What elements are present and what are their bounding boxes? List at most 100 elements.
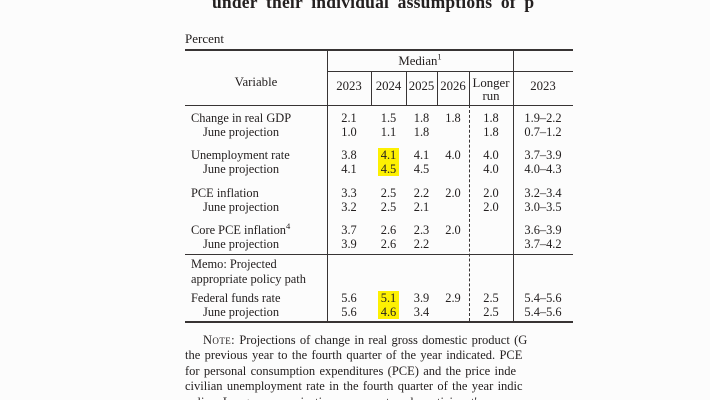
- table-row: June projection 4.1 4.5 4.5 4.0 4.0–4.3: [185, 162, 573, 176]
- cell-value: 1.8: [413, 111, 430, 125]
- cell-value: 2.6: [380, 223, 397, 237]
- note-line-1: Note: Projections of change in real gros…: [203, 333, 528, 347]
- table-rule-header-2023-2024: [371, 72, 372, 105]
- cell-value: 1.0: [341, 125, 357, 139]
- row-label: June projection: [203, 305, 280, 319]
- table-rule-header-2024-2025: [406, 72, 407, 105]
- cell-value: 2.2: [413, 186, 430, 200]
- cell-range: 3.7–4.2: [524, 237, 562, 251]
- table-rule-longer-run-dashed: [469, 105, 470, 321]
- cell-value: [469, 223, 513, 237]
- table-rule-variable-divider: [327, 51, 328, 321]
- memo-section: Memo: Projected appropriate policy path: [185, 254, 573, 287]
- cell-value: [437, 125, 469, 139]
- cell-value: 2.5: [380, 200, 397, 214]
- unit-label: Percent: [185, 31, 224, 46]
- cell-value-highlighted: 4.1: [371, 148, 406, 162]
- table-row: Change in real GDP 2.1 1.5 1.8 1.8 1.8 1…: [185, 111, 573, 125]
- table-row: June projection 3.2 2.5 2.1 2.0 3.0–3.5: [185, 200, 573, 214]
- cell-value: 2.5: [483, 305, 499, 319]
- row-label: Core PCE inflation4: [191, 220, 291, 237]
- cell-range: 0.7–1.2: [524, 125, 562, 139]
- cell-range: 3.6–3.9: [524, 223, 562, 237]
- table-rule-header-2026-longerrun: [469, 72, 470, 105]
- cell-value: 4.0: [483, 148, 499, 162]
- memo-line-2: appropriate policy path: [191, 272, 306, 286]
- row-label: PCE inflation: [191, 186, 259, 200]
- cell-value: 5.6: [341, 291, 357, 305]
- cell-value: 3.9: [413, 291, 430, 305]
- cell-value: [437, 200, 469, 214]
- table-rule-header-2025-2026: [437, 72, 438, 105]
- cell-value: 1.8: [483, 125, 499, 139]
- table-row: Federal funds rate 5.6 5.1 3.9 2.9 2.5 5…: [185, 291, 573, 305]
- page-title-fragment: under their individual assumptions of p: [212, 0, 535, 12]
- projections-table: Variable Median1 2023 2024 2025 2026 Lon…: [185, 49, 573, 323]
- cell-value: 2.1: [413, 200, 430, 214]
- cell-value-highlighted: 4.6: [371, 305, 406, 319]
- cell-value: [437, 162, 469, 176]
- table-row: Core PCE inflation4 3.7 2.6 2.3 2.0 3.6–…: [185, 220, 573, 237]
- table-body: Change in real GDP 2.1 1.5 1.8 1.8 1.8 1…: [185, 106, 573, 319]
- column-header-2026: 2026: [440, 79, 466, 93]
- cell-value: 1.8: [445, 111, 461, 125]
- cell-value: 2.9: [445, 291, 461, 305]
- table-row: June projection 5.6 4.6 3.4 2.5 5.4–5.6: [185, 305, 573, 319]
- cell-value: 1.8: [413, 125, 430, 139]
- cell-value-highlighted: 5.1: [371, 291, 406, 305]
- cell-value: 2.2: [413, 237, 430, 251]
- cell-value: 2.1: [341, 111, 357, 125]
- table-rule-header-bottom: [185, 104, 573, 106]
- table-rule-under-median: [327, 71, 573, 72]
- table-rule-median-block-divider: [513, 51, 514, 321]
- cell-value: 4.5: [413, 162, 430, 176]
- row-label: Federal funds rate: [191, 291, 281, 305]
- cell-value: 4.1: [341, 162, 357, 176]
- note-label: Note:: [203, 333, 235, 347]
- cell-value: 2.0: [483, 186, 499, 200]
- cell-value: 3.3: [341, 186, 357, 200]
- cell-value: 2.3: [413, 223, 430, 237]
- cell-value: 1.5: [380, 111, 397, 125]
- cell-value: 3.8: [341, 148, 357, 162]
- column-header-median: Median1: [398, 51, 442, 68]
- cell-range: 5.4–5.6: [524, 291, 562, 305]
- cell-range: 4.0–4.3: [524, 162, 562, 176]
- column-header-2024: 2024: [375, 79, 402, 93]
- row-label: Unemployment rate: [191, 148, 290, 162]
- cell-value: [469, 237, 513, 251]
- document-crop: under their individual assumptions of p …: [185, 0, 573, 400]
- table-row: June projection 3.9 2.6 2.2 3.7–4.2: [185, 237, 573, 251]
- cell-range: 1.9–2.2: [524, 111, 562, 125]
- table-row: Unemployment rate 3.8 4.1 4.1 4.0 4.0 3.…: [185, 148, 573, 162]
- cell-value: 1.8: [483, 111, 499, 125]
- cell-value: 2.0: [445, 186, 461, 200]
- cell-value: 3.7: [341, 223, 357, 237]
- cell-range: 3.7–3.9: [524, 148, 562, 162]
- table-row: PCE inflation 3.3 2.5 2.2 2.0 2.0 3.2–3.…: [185, 186, 573, 200]
- note-line-3: for personal consumption expenditures (P…: [185, 363, 517, 378]
- table-note: Note: Projections of change in real gros…: [185, 333, 573, 400]
- row-label: Change in real GDP: [191, 111, 292, 125]
- cell-value: 4.1: [413, 148, 430, 162]
- cell-value-highlighted: 4.5: [371, 162, 406, 176]
- cell-value: 2.5: [483, 291, 499, 305]
- cell-range: 3.2–3.4: [524, 186, 562, 200]
- cell-value: 2.5: [380, 186, 397, 200]
- cell-value: 4.0: [483, 162, 499, 176]
- row-label: June projection: [203, 125, 280, 139]
- cell-value: 5.6: [341, 305, 357, 319]
- cell-value: 3.9: [341, 237, 357, 251]
- row-label: June projection: [203, 237, 280, 251]
- note-line-5: policy. Longer-run projections represent…: [185, 395, 573, 400]
- column-header-2025: 2025: [408, 79, 435, 93]
- cell-range: 5.4–5.6: [524, 305, 562, 319]
- column-header-variable: Variable: [234, 75, 278, 89]
- note-line-2: the previous year to the fourth quarter …: [185, 348, 523, 363]
- column-header-right-2023: 2023: [530, 79, 556, 93]
- memo-line-1: Memo: Projected: [191, 257, 277, 271]
- table-row: June projection 1.0 1.1 1.8 1.8 0.7–1.2: [185, 125, 573, 139]
- cell-value: [437, 305, 469, 319]
- cell-value: 3.2: [341, 200, 357, 214]
